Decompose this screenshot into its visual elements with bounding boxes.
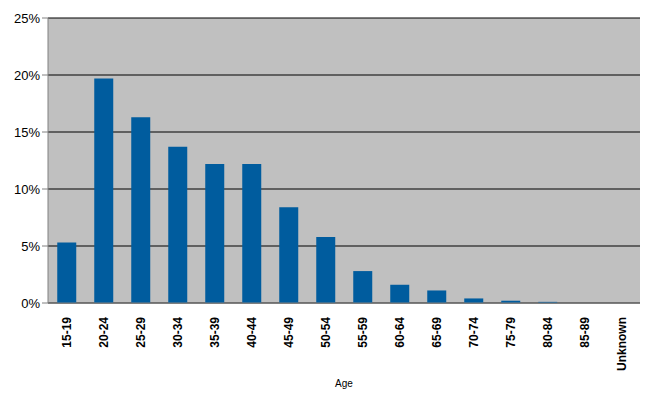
svg-text:Unknown: Unknown [615,317,629,371]
svg-text:70-74: 70-74 [467,317,481,348]
svg-text:50-54: 50-54 [319,317,333,348]
svg-text:15-19: 15-19 [60,317,74,348]
svg-text:75-79: 75-79 [504,317,518,348]
svg-text:5%: 5% [21,239,40,254]
svg-text:85-89: 85-89 [578,317,592,348]
svg-text:80-84: 80-84 [541,317,555,348]
svg-text:45-49: 45-49 [282,317,296,348]
svg-text:40-44: 40-44 [245,317,259,348]
svg-text:55-59: 55-59 [356,317,370,348]
svg-text:65-69: 65-69 [430,317,444,348]
svg-text:35-39: 35-39 [208,317,222,348]
svg-text:15%: 15% [14,125,40,140]
svg-text:30-34: 30-34 [171,317,185,348]
svg-text:25-29: 25-29 [134,317,148,348]
svg-text:20%: 20% [14,68,40,83]
svg-text:0%: 0% [21,296,40,311]
svg-text:20-24: 20-24 [97,317,111,348]
svg-text:10%: 10% [14,182,40,197]
svg-text:60-64: 60-64 [393,317,407,348]
svg-text:25%: 25% [14,11,40,26]
svg-text:Age: Age [335,378,353,389]
